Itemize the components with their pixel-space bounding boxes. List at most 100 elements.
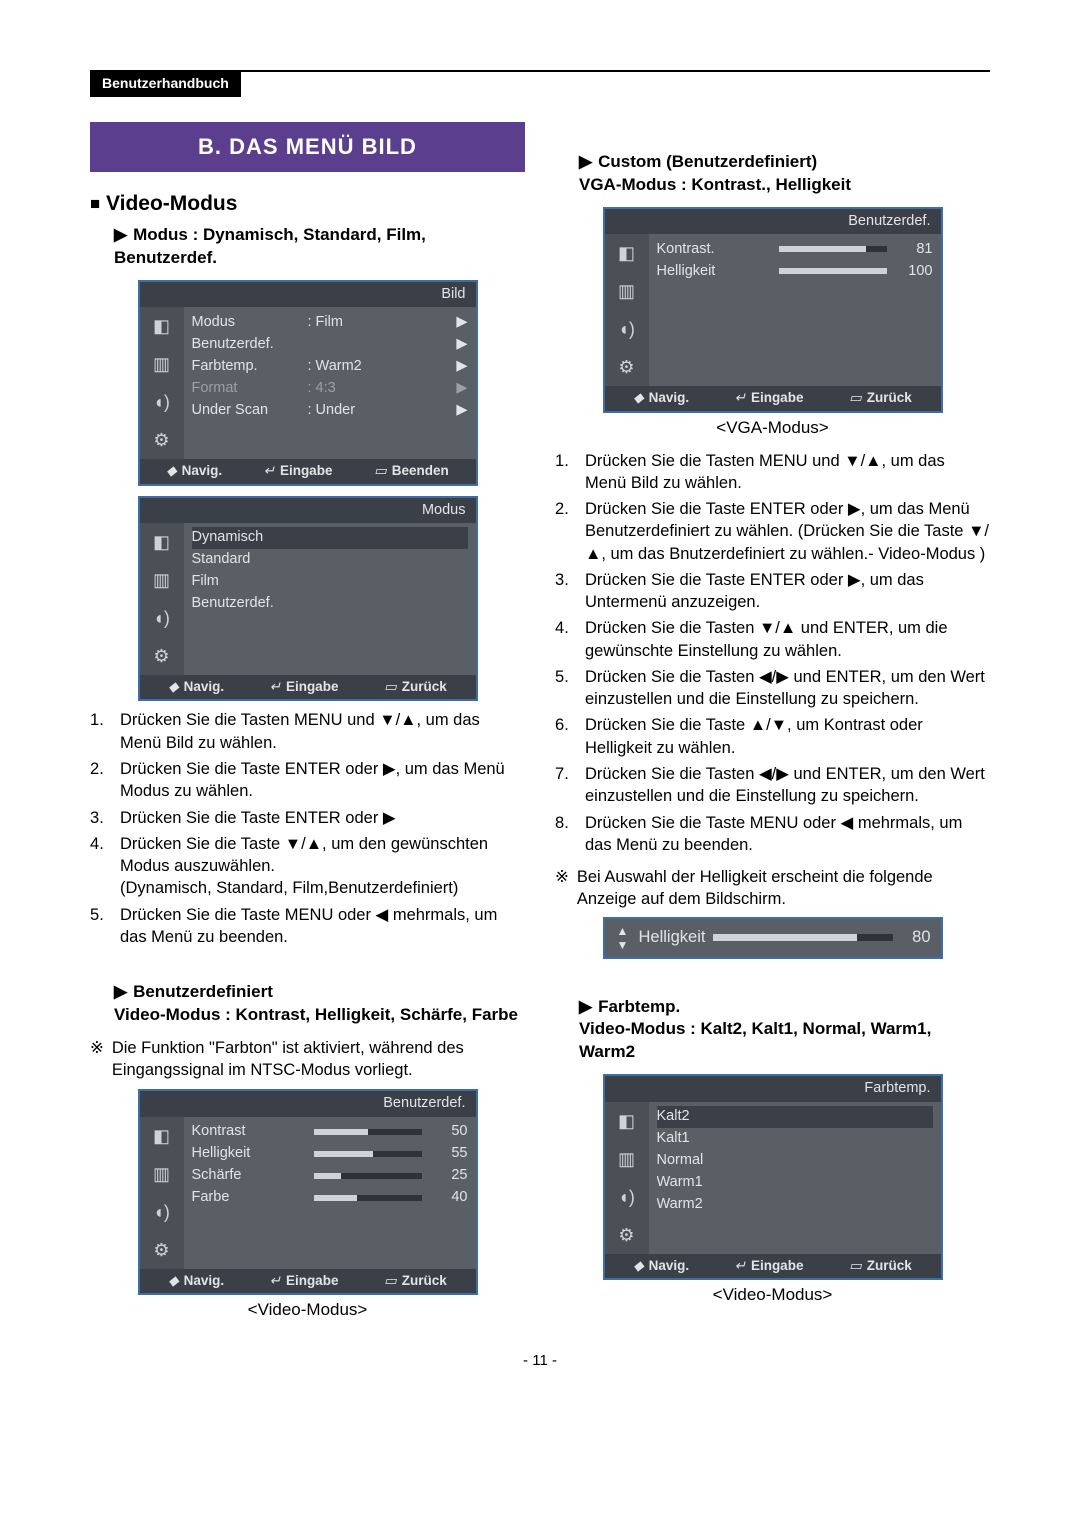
setup-icon: ⚙ <box>149 427 175 453</box>
speaker-icon: ◖) <box>149 605 175 631</box>
menu-icon: ▭ <box>374 462 387 480</box>
updown-icon: ▲▼ <box>615 925 631 951</box>
video-modus-heading: ■ Video-Modus <box>90 190 525 218</box>
userdef-note: ※Die Funktion "Farbton" ist aktiviert, w… <box>90 1037 525 1082</box>
updown-icon: ◆ <box>166 462 176 480</box>
osd-bild: Bild ◧ ▥ ◖) ⚙ Modus: Film▶Benutzerdef.▶F… <box>138 280 478 486</box>
osd-userdef-video: Benutzerdef. ◧ ▥ ◖) ⚙ Kontrast50Helligke… <box>138 1089 478 1295</box>
sound-icon: ▥ <box>149 567 175 593</box>
video-modus-title: Video-Modus <box>106 192 237 215</box>
brightness-label: Helligkeit <box>639 926 706 948</box>
userdef-subheading: ▶Benutzerdefiniert Video-Modus : Kontras… <box>90 958 525 1027</box>
osd-option: Film <box>192 571 468 593</box>
osd-slider-row: Kontrast50 <box>192 1121 468 1143</box>
right-column: ▶Custom (Benutzerdefiniert) VGA-Modus : … <box>555 122 990 1332</box>
step: Drücken Sie die Taste ▼/▲, um den gewüns… <box>90 833 525 900</box>
step: Drücken Sie die Taste ENTER oder ▶ <box>90 807 525 829</box>
osd-icon-col: ◧ ▥ ◖) ⚙ <box>605 1102 649 1254</box>
picture-icon: ◧ <box>614 1108 640 1134</box>
mode-subheading: ▶Modus : Dynamisch, Standard, Film, Benu… <box>90 224 525 270</box>
osd-option: Warm2 <box>657 1194 933 1216</box>
osd-option: Warm1 <box>657 1172 933 1194</box>
speaker-icon: ◖) <box>614 316 640 342</box>
caption-video: <Video-Modus> <box>90 1299 525 1322</box>
osd-title: Bild <box>140 282 476 308</box>
picture-icon: ◧ <box>149 1123 175 1149</box>
step: Drücken Sie die Tasten ◀/▶ und ENTER, um… <box>555 666 990 711</box>
custom-subheading: ▶Custom (Benutzerdefiniert) VGA-Modus : … <box>555 128 990 197</box>
osd-rows: Modus: Film▶Benutzerdef.▶Farbtemp.: Warm… <box>184 307 476 459</box>
caption-farbtemp: <Video-Modus> <box>555 1284 990 1307</box>
left-steps: Drücken Sie die Tasten MENU und ▼/▲, um … <box>90 709 525 948</box>
osd-slider-row: Farbe40 <box>192 1187 468 1209</box>
triangle-icon: ▶ <box>114 981 127 1004</box>
square-icon: ■ <box>90 193 100 216</box>
step: Drücken Sie die Taste MENU oder ◀ mehrma… <box>555 812 990 857</box>
triangle-icon: ▶ <box>579 996 592 1019</box>
section-banner: B. DAS MENÜ BILD <box>90 122 525 172</box>
osd-footer: ◆Navig. ↵Eingabe ▭Zurück <box>605 1254 941 1278</box>
speaker-icon: ◖) <box>149 389 175 415</box>
setup-icon: ⚙ <box>614 354 640 380</box>
sound-icon: ▥ <box>614 1146 640 1172</box>
sound-icon: ▥ <box>149 1161 175 1187</box>
osd-footer: ◆Navig. ↵Eingabe ▭Zurück <box>140 1269 476 1293</box>
triangle-icon: ▶ <box>114 224 127 247</box>
picture-icon: ◧ <box>149 313 175 339</box>
osd-rows: Kalt2Kalt1NormalWarm1Warm2 <box>649 1102 941 1254</box>
osd-rows: Kontrast.81Helligkeit100 <box>649 234 941 386</box>
step: Drücken Sie die Taste ENTER oder ▶, um d… <box>555 498 990 565</box>
osd-title: Benutzerdef. <box>140 1091 476 1117</box>
osd-title: Benutzerdef. <box>605 209 941 235</box>
osd-option: Benutzerdef. <box>192 593 468 615</box>
step: Drücken Sie die Tasten ▼/▲ und ENTER, um… <box>555 617 990 662</box>
step: Drücken Sie die Tasten MENU und ▼/▲, um … <box>90 709 525 754</box>
osd-option: Kalt1 <box>657 1128 933 1150</box>
osd-icon-col: ◧ ▥ ◖) ⚙ <box>140 1117 184 1269</box>
osd-rows: Kontrast50Helligkeit55Schärfe25Farbe40 <box>184 1117 476 1269</box>
setup-icon: ⚙ <box>149 1237 175 1263</box>
sound-icon: ▥ <box>149 351 175 377</box>
setup-icon: ⚙ <box>614 1222 640 1248</box>
step: Drücken Sie die Taste ENTER oder ▶, um d… <box>555 569 990 614</box>
step: Drücken Sie die Tasten ◀/▶ und ENTER, um… <box>555 763 990 808</box>
picture-icon: ◧ <box>614 240 640 266</box>
setup-icon: ⚙ <box>149 643 175 669</box>
header-rule: Benutzerhandbuch <box>90 70 990 72</box>
header-tab: Benutzerhandbuch <box>90 71 241 97</box>
brightness-note: ※Bei Auswahl der Helligkeit erscheint di… <box>555 866 990 911</box>
osd-rows: DynamischStandardFilmBenutzerdef. <box>184 523 476 675</box>
osd-title: Farbtemp. <box>605 1076 941 1102</box>
osd-slider-row: Helligkeit100 <box>657 260 933 282</box>
step: Drücken Sie die Taste ENTER oder ▶, um d… <box>90 758 525 803</box>
osd-icon-col: ◧ ▥ ◖) ⚙ <box>140 523 184 675</box>
osd-option: Dynamisch <box>192 527 468 549</box>
right-steps: Drücken Sie die Tasten MENU und ▼/▲, um … <box>555 450 990 857</box>
osd-option: Kalt2 <box>657 1106 933 1128</box>
step: Drücken Sie die Tasten MENU und ▼/▲, um … <box>555 450 990 495</box>
osd-farbtemp: Farbtemp. ◧ ▥ ◖) ⚙ Kalt2Kalt1NormalWarm1… <box>603 1074 943 1280</box>
osd-slider-row: Helligkeit55 <box>192 1143 468 1165</box>
speaker-icon: ◖) <box>149 1199 175 1225</box>
osd-modus: Modus ◧ ▥ ◖) ⚙ DynamischStandardFilmBenu… <box>138 496 478 702</box>
page-number: - 11 - <box>90 1352 990 1369</box>
osd-option: Standard <box>192 549 468 571</box>
osd-footer: ◆Navig. ↵Eingabe ▭Zurück <box>605 386 941 410</box>
osd-row: Farbtemp.: Warm2▶ <box>192 355 468 377</box>
osd-slider-row: Kontrast.81 <box>657 238 933 260</box>
osd-row: Benutzerdef.▶ <box>192 333 468 355</box>
left-column: B. DAS MENÜ BILD ■ Video-Modus ▶Modus : … <box>90 122 525 1332</box>
osd-footer: ◆Navig. ↵Eingabe ▭Zurück <box>140 675 476 699</box>
osd-row: Modus: Film▶ <box>192 311 468 333</box>
farbtemp-subheading: ▶Farbtemp. Video-Modus : Kalt2, Kalt1, N… <box>555 973 990 1065</box>
speaker-icon: ◖) <box>614 1184 640 1210</box>
osd-slider-row: Schärfe25 <box>192 1165 468 1187</box>
brightness-value: 80 <box>901 926 931 948</box>
brightness-bar: ▲▼ Helligkeit 80 <box>603 917 943 959</box>
osd-footer: ◆Navig. ↵Eingabe ▭Beenden <box>140 459 476 483</box>
osd-icon-col: ◧ ▥ ◖) ⚙ <box>605 234 649 386</box>
osd-row: Format: 4:3▶ <box>192 377 468 399</box>
osd-title: Modus <box>140 498 476 524</box>
osd-row: Under Scan: Under▶ <box>192 399 468 421</box>
enter-icon: ↵ <box>264 462 275 480</box>
